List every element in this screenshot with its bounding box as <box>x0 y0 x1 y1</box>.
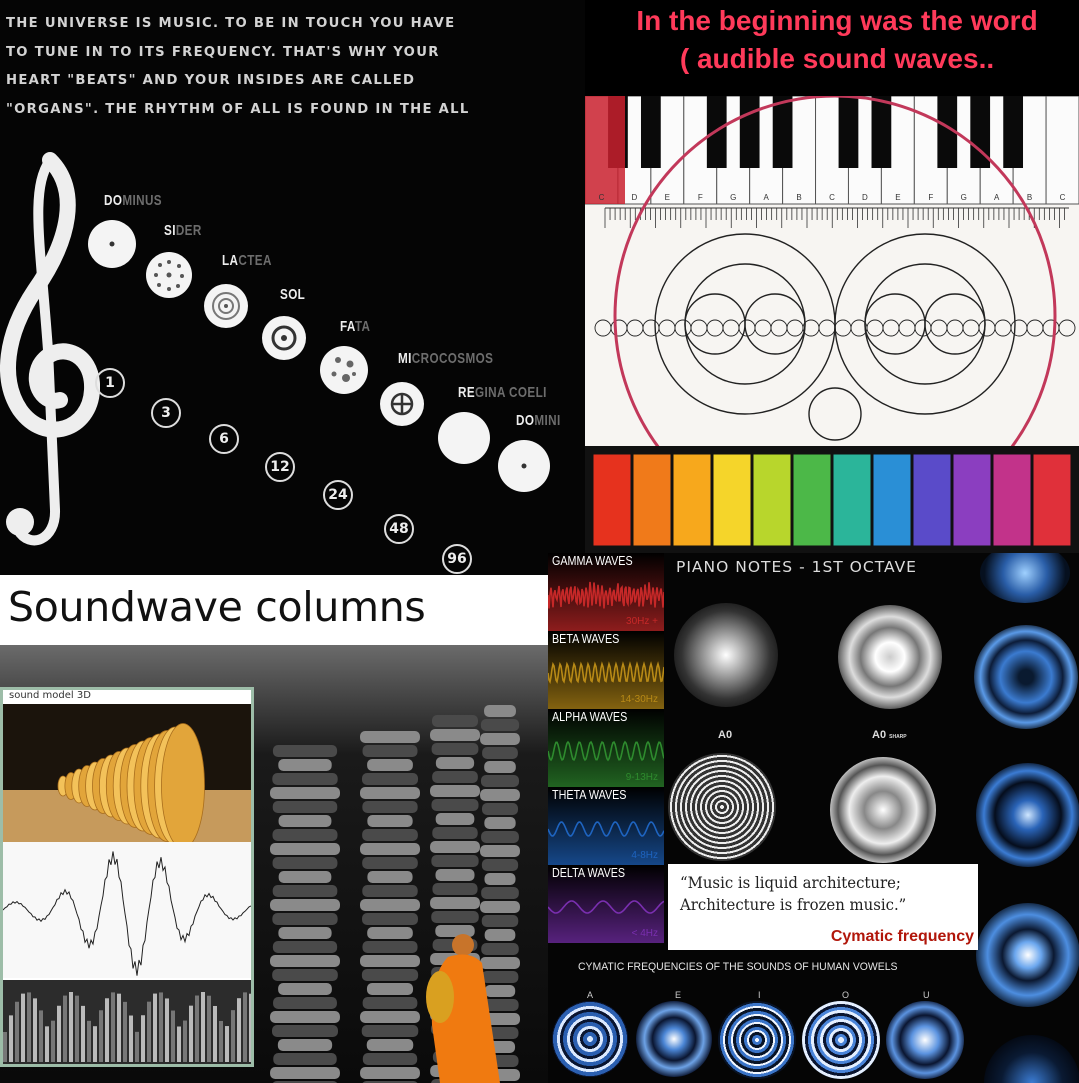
word-title: In the beginning was the word ( audible … <box>595 2 1079 78</box>
scale-label-sider: SIDER <box>164 222 202 239</box>
disc-moon <box>438 412 490 464</box>
scale-label-domini: DOMINI <box>516 412 561 429</box>
vowel-e-label: E <box>675 990 681 1000</box>
cymatic-blue-5 <box>984 1035 1079 1083</box>
brainwaves-strip: GAMMA WAVES 30Hz + BETA WAVES 14-30Hz AL… <box>548 553 664 943</box>
wave-gamma-name: GAMMA WAVES <box>552 554 633 568</box>
vowel-o-cymatic <box>802 1001 880 1079</box>
disc-absolute-end <box>498 440 550 492</box>
disc-earth <box>380 382 424 426</box>
scale-label-dominus: DOMINUS <box>104 192 162 209</box>
quote-line-3: heart "beats" and your insides are calle… <box>6 67 585 96</box>
vowel-i-cymatic <box>718 1001 796 1079</box>
label-a0: A0 <box>718 729 732 741</box>
frequency-diagram: CDEFGABCDEFGABC <box>585 96 1079 553</box>
svg-text:E: E <box>665 193 670 202</box>
svg-text:C: C <box>1060 193 1066 202</box>
svg-text:F: F <box>698 193 703 202</box>
svg-text:A: A <box>763 193 769 202</box>
quote-line-1: “Music is liquid architecture; <box>680 873 901 892</box>
svg-text:G: G <box>961 193 967 202</box>
scale-label-microcosmos: MICROCOSMOS <box>398 350 493 367</box>
scale-number-3: 3 <box>151 398 181 428</box>
vowel-u-label: U <box>923 990 930 1000</box>
soundwave-columns-title: Soundwave columns <box>8 583 425 631</box>
scale-number-48: 48 <box>384 514 414 544</box>
wave-beta: BETA WAVES 14-30Hz <box>548 631 664 709</box>
svg-text:C: C <box>829 193 835 202</box>
cymatic-frequency-caption: Cymatic frequency <box>831 928 974 946</box>
vowel-u-cymatic <box>886 1001 964 1079</box>
quote-line-2: to tune in to its frequency. That's why … <box>6 39 585 68</box>
vowels-title: CYMATIC FREQUENCIES OF THE SOUNDS OF HUM… <box>578 961 898 973</box>
scale-number-1: 1 <box>95 368 125 398</box>
disc-galaxies <box>146 252 192 298</box>
wave-delta-name: DELTA WAVES <box>552 866 625 880</box>
vowel-a-label: A <box>587 990 593 1000</box>
scale-number-12: 12 <box>265 452 295 482</box>
cymatics-title: Piano Notes - 1st Octave <box>676 558 917 576</box>
vowel-a-cymatic <box>552 1001 628 1077</box>
wave-alpha-hz: 9-13Hz <box>626 772 658 783</box>
svg-text:A: A <box>994 193 1000 202</box>
scale-label-regina-coeli: REGINA COELI <box>458 384 547 401</box>
scale-number-24: 24 <box>323 480 353 510</box>
wave-delta-hz: < 4Hz <box>632 928 658 939</box>
cymatic-blue-1 <box>980 553 1070 603</box>
wave-theta-hz: 4-8Hz <box>631 850 658 861</box>
wave-beta-hz: 14-30Hz <box>620 694 658 705</box>
cymatic-a0-sharp <box>838 605 942 709</box>
svg-text:G: G <box>730 193 736 202</box>
disc-milky-way <box>204 284 248 328</box>
cymatic-a0 <box>674 603 778 707</box>
vowel-e-cymatic <box>636 1001 712 1077</box>
wave-alpha: ALPHA WAVES 9-13Hz <box>548 709 664 787</box>
vowel-i-label: I <box>758 990 761 1000</box>
label-a0-sharp: A0 SHARP <box>872 729 907 741</box>
wave-gamma: GAMMA WAVES 30Hz + <box>548 553 664 631</box>
svg-text:D: D <box>632 193 638 202</box>
word-title-line-1: In the beginning was the word <box>595 2 1079 40</box>
scale-label-fata: FATA <box>340 318 370 335</box>
wave-beta-name: BETA WAVES <box>552 632 619 646</box>
soundwave-columns-panel: Soundwave columns sound model 3D <box>0 575 548 1083</box>
sound-model-images <box>3 690 251 1064</box>
svg-text:B: B <box>1027 193 1032 202</box>
sound-model-frame: sound model 3D <box>0 687 254 1067</box>
wave-theta: THETA WAVES 4-8Hz <box>548 787 664 865</box>
svg-text:E: E <box>895 193 900 202</box>
svg-text:F: F <box>928 193 933 202</box>
vowel-o-label: O <box>842 990 849 1000</box>
svg-text:D: D <box>862 193 868 202</box>
scale-number-6: 6 <box>209 424 239 454</box>
wave-delta: DELTA WAVES < 4Hz <box>548 865 664 943</box>
disc-sun <box>262 316 306 360</box>
quote-line-1: The universe is music. To be in touch yo… <box>6 10 585 39</box>
scale-number-96: 96 <box>442 544 472 574</box>
word-sound-panel: In the beginning was the word ( audible … <box>585 0 1079 553</box>
cymatic-ring-1 <box>668 753 776 861</box>
universe-quote: The universe is music. To be in touch yo… <box>6 10 585 124</box>
wave-gamma-hz: 30Hz + <box>626 616 658 627</box>
cymatic-blue-4 <box>976 903 1079 1007</box>
svg-text:C: C <box>599 193 605 202</box>
scale-label-lactea: LACTEA <box>222 252 272 269</box>
sound-model-label: sound model 3D <box>9 690 91 701</box>
disc-absolute <box>88 220 136 268</box>
scale-label-sol: SOL <box>280 286 305 303</box>
piano-note-letters: CDEFGABCDEFGABC <box>599 193 1066 202</box>
quote-line-4: "organs". The rhythm of ALL is found in … <box>6 96 585 125</box>
disc-planets <box>320 346 368 394</box>
wave-alpha-name: ALPHA WAVES <box>552 710 627 724</box>
wave-theta-name: THETA WAVES <box>552 788 626 802</box>
cymatic-blue-2 <box>974 625 1078 729</box>
treble-clef-icon <box>0 150 100 570</box>
cosmic-scale-panel: The universe is music. To be in touch yo… <box>0 0 585 575</box>
cymatic-blue-3 <box>976 763 1079 867</box>
quote-line-2: Architecture is frozen music.” <box>680 895 906 914</box>
architecture-quote-box: “Music is liquid architecture; Architect… <box>668 864 978 950</box>
word-title-line-2: ( audible sound waves.. <box>595 40 1079 78</box>
svg-text:B: B <box>796 193 801 202</box>
cymatic-ring-2 <box>830 757 936 863</box>
